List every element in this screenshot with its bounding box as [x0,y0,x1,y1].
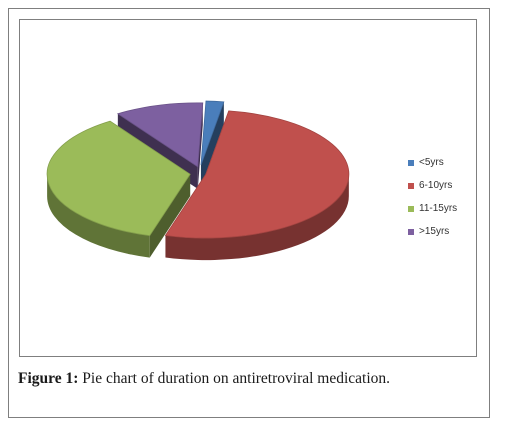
pie-slice-edge-15yrs [197,102,203,189]
figure-label: Figure 1: [18,370,79,387]
legend-item: 6-10yrs [408,174,488,197]
figure-caption: Figure 1: Pie chart of duration on antir… [18,370,478,388]
legend-swatch [408,159,414,166]
legend-label: >15yrs [419,226,450,237]
chart-legend: <5yrs 6-10yrs 11-15yrs >15yrs [408,151,488,243]
legend-item: 11-15yrs [408,197,488,220]
pie-slice-6-10yrs [164,110,350,239]
pie-slice-edge-11-15yrs [149,174,191,258]
legend-item: <5yrs [408,151,488,174]
pie-slice-15yrs [116,102,204,168]
pie-slice-edge-5yrs [200,101,224,188]
pie-slice-5yrs [200,100,225,166]
pie-slice-side-11-15yrs [47,174,150,258]
figure-caption-text: Pie chart of duration on antiretroviral … [78,370,391,387]
legend-swatch [408,228,414,235]
pie-slice-11-15yrs [46,120,191,237]
legend-label: 6-10yrs [419,180,453,191]
legend-swatch [408,205,414,212]
legend-item: >15yrs [408,220,488,243]
legend-swatch [408,182,414,189]
legend-label: 11-15yrs [419,203,458,214]
legend-label: <5yrs [419,157,444,168]
